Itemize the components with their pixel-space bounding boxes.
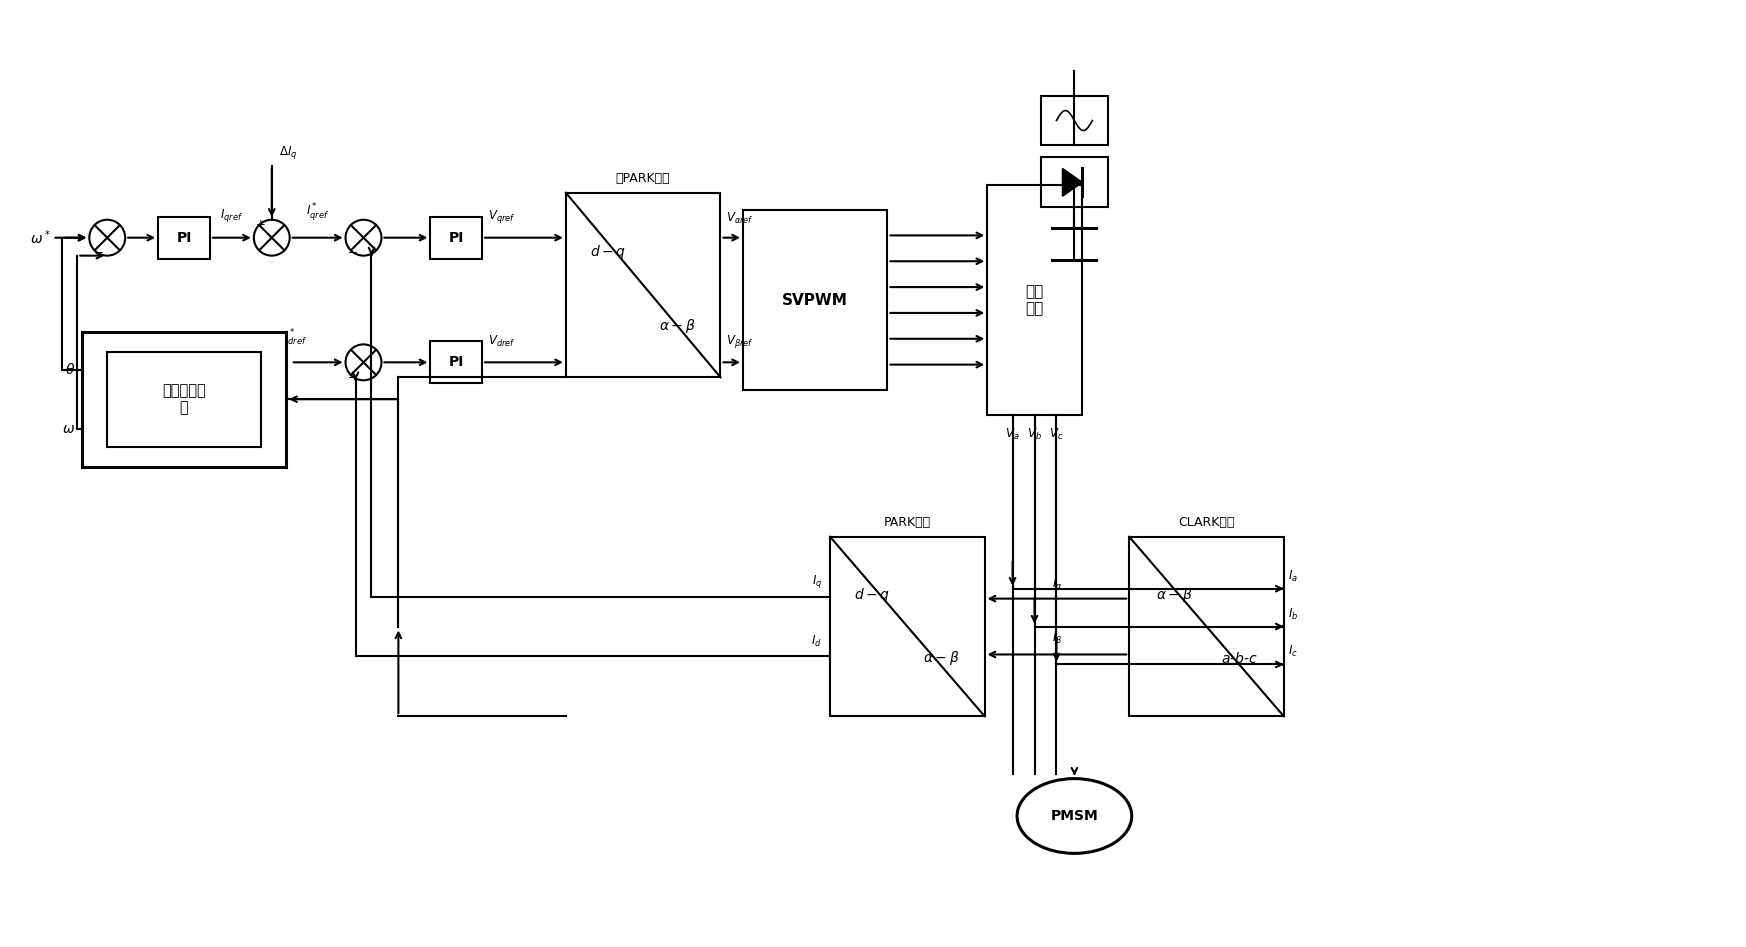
Bar (566, 193, 721, 377)
Bar (742, 210, 887, 390)
Text: PMSM: PMSM (1051, 809, 1098, 823)
Text: +: + (257, 218, 265, 231)
Bar (1041, 96, 1109, 146)
Text: $I_{qref}$: $I_{qref}$ (220, 206, 243, 223)
Text: $I^*_{qref}$: $I^*_{qref}$ (306, 202, 330, 223)
Bar (430, 341, 482, 384)
Text: $\alpha-\beta$: $\alpha-\beta$ (924, 650, 960, 668)
Text: $V_{\alpha ref}$: $V_{\alpha ref}$ (726, 210, 754, 225)
Text: PI: PI (176, 231, 192, 244)
Bar (82, 331, 286, 467)
Text: −: − (347, 246, 358, 259)
Text: $d-q$: $d-q$ (590, 242, 625, 260)
Text: $\Delta I_q$: $\Delta I_q$ (279, 144, 297, 161)
Text: $I_q$: $I_q$ (812, 573, 822, 590)
Bar (107, 352, 262, 447)
Text: $I_a$: $I_a$ (1289, 568, 1297, 583)
Bar (1130, 537, 1283, 716)
Text: $V_a$: $V_a$ (1006, 427, 1020, 441)
Text: SVPWM: SVPWM (782, 293, 849, 308)
Bar (430, 217, 482, 259)
Text: 反PARK变换: 反PARK变换 (616, 171, 670, 185)
Text: $I_d$: $I_d$ (812, 634, 822, 650)
Text: −: − (347, 371, 358, 384)
Text: $V_{dref}$: $V_{dref}$ (489, 334, 515, 349)
Text: $d-q$: $d-q$ (854, 585, 890, 603)
Text: $V_{qref}$: $V_{qref}$ (489, 207, 515, 224)
Text: $I_{\alpha}$: $I_{\alpha}$ (1051, 577, 1062, 592)
Text: $I_{\beta}$: $I_{\beta}$ (1051, 631, 1062, 648)
Text: −: − (93, 246, 103, 259)
Text: $I_b$: $I_b$ (1289, 606, 1297, 621)
Text: $I^*_{dref}$: $I^*_{dref}$ (285, 329, 307, 348)
Text: 反电动势估
算: 反电动势估 算 (162, 383, 206, 416)
Text: $V_b$: $V_b$ (1027, 427, 1042, 441)
Text: PI: PI (449, 231, 464, 244)
Text: $\alpha-\beta$: $\alpha-\beta$ (1156, 585, 1193, 603)
Text: $\omega$: $\omega$ (61, 421, 75, 436)
Bar (159, 217, 210, 259)
Text: CLARK变换: CLARK变换 (1179, 516, 1234, 528)
Text: $V_c$: $V_c$ (1049, 427, 1063, 441)
Bar (829, 537, 985, 716)
Text: $\omega^*$: $\omega^*$ (30, 228, 51, 247)
Text: $I_c$: $I_c$ (1289, 644, 1297, 659)
Text: $\theta$: $\theta$ (65, 362, 75, 377)
Bar (1041, 157, 1109, 207)
Polygon shape (1063, 169, 1083, 196)
Text: 逆变
电路: 逆变 电路 (1025, 284, 1044, 316)
Text: PI: PI (449, 355, 464, 369)
Text: $a$-$b$-$c$: $a$-$b$-$c$ (1220, 651, 1257, 666)
Bar (986, 186, 1083, 415)
Text: $V_{\beta ref}$: $V_{\beta ref}$ (726, 333, 754, 350)
Text: PARK变换: PARK变换 (883, 516, 931, 528)
Text: $\alpha-\beta$: $\alpha-\beta$ (660, 316, 697, 334)
